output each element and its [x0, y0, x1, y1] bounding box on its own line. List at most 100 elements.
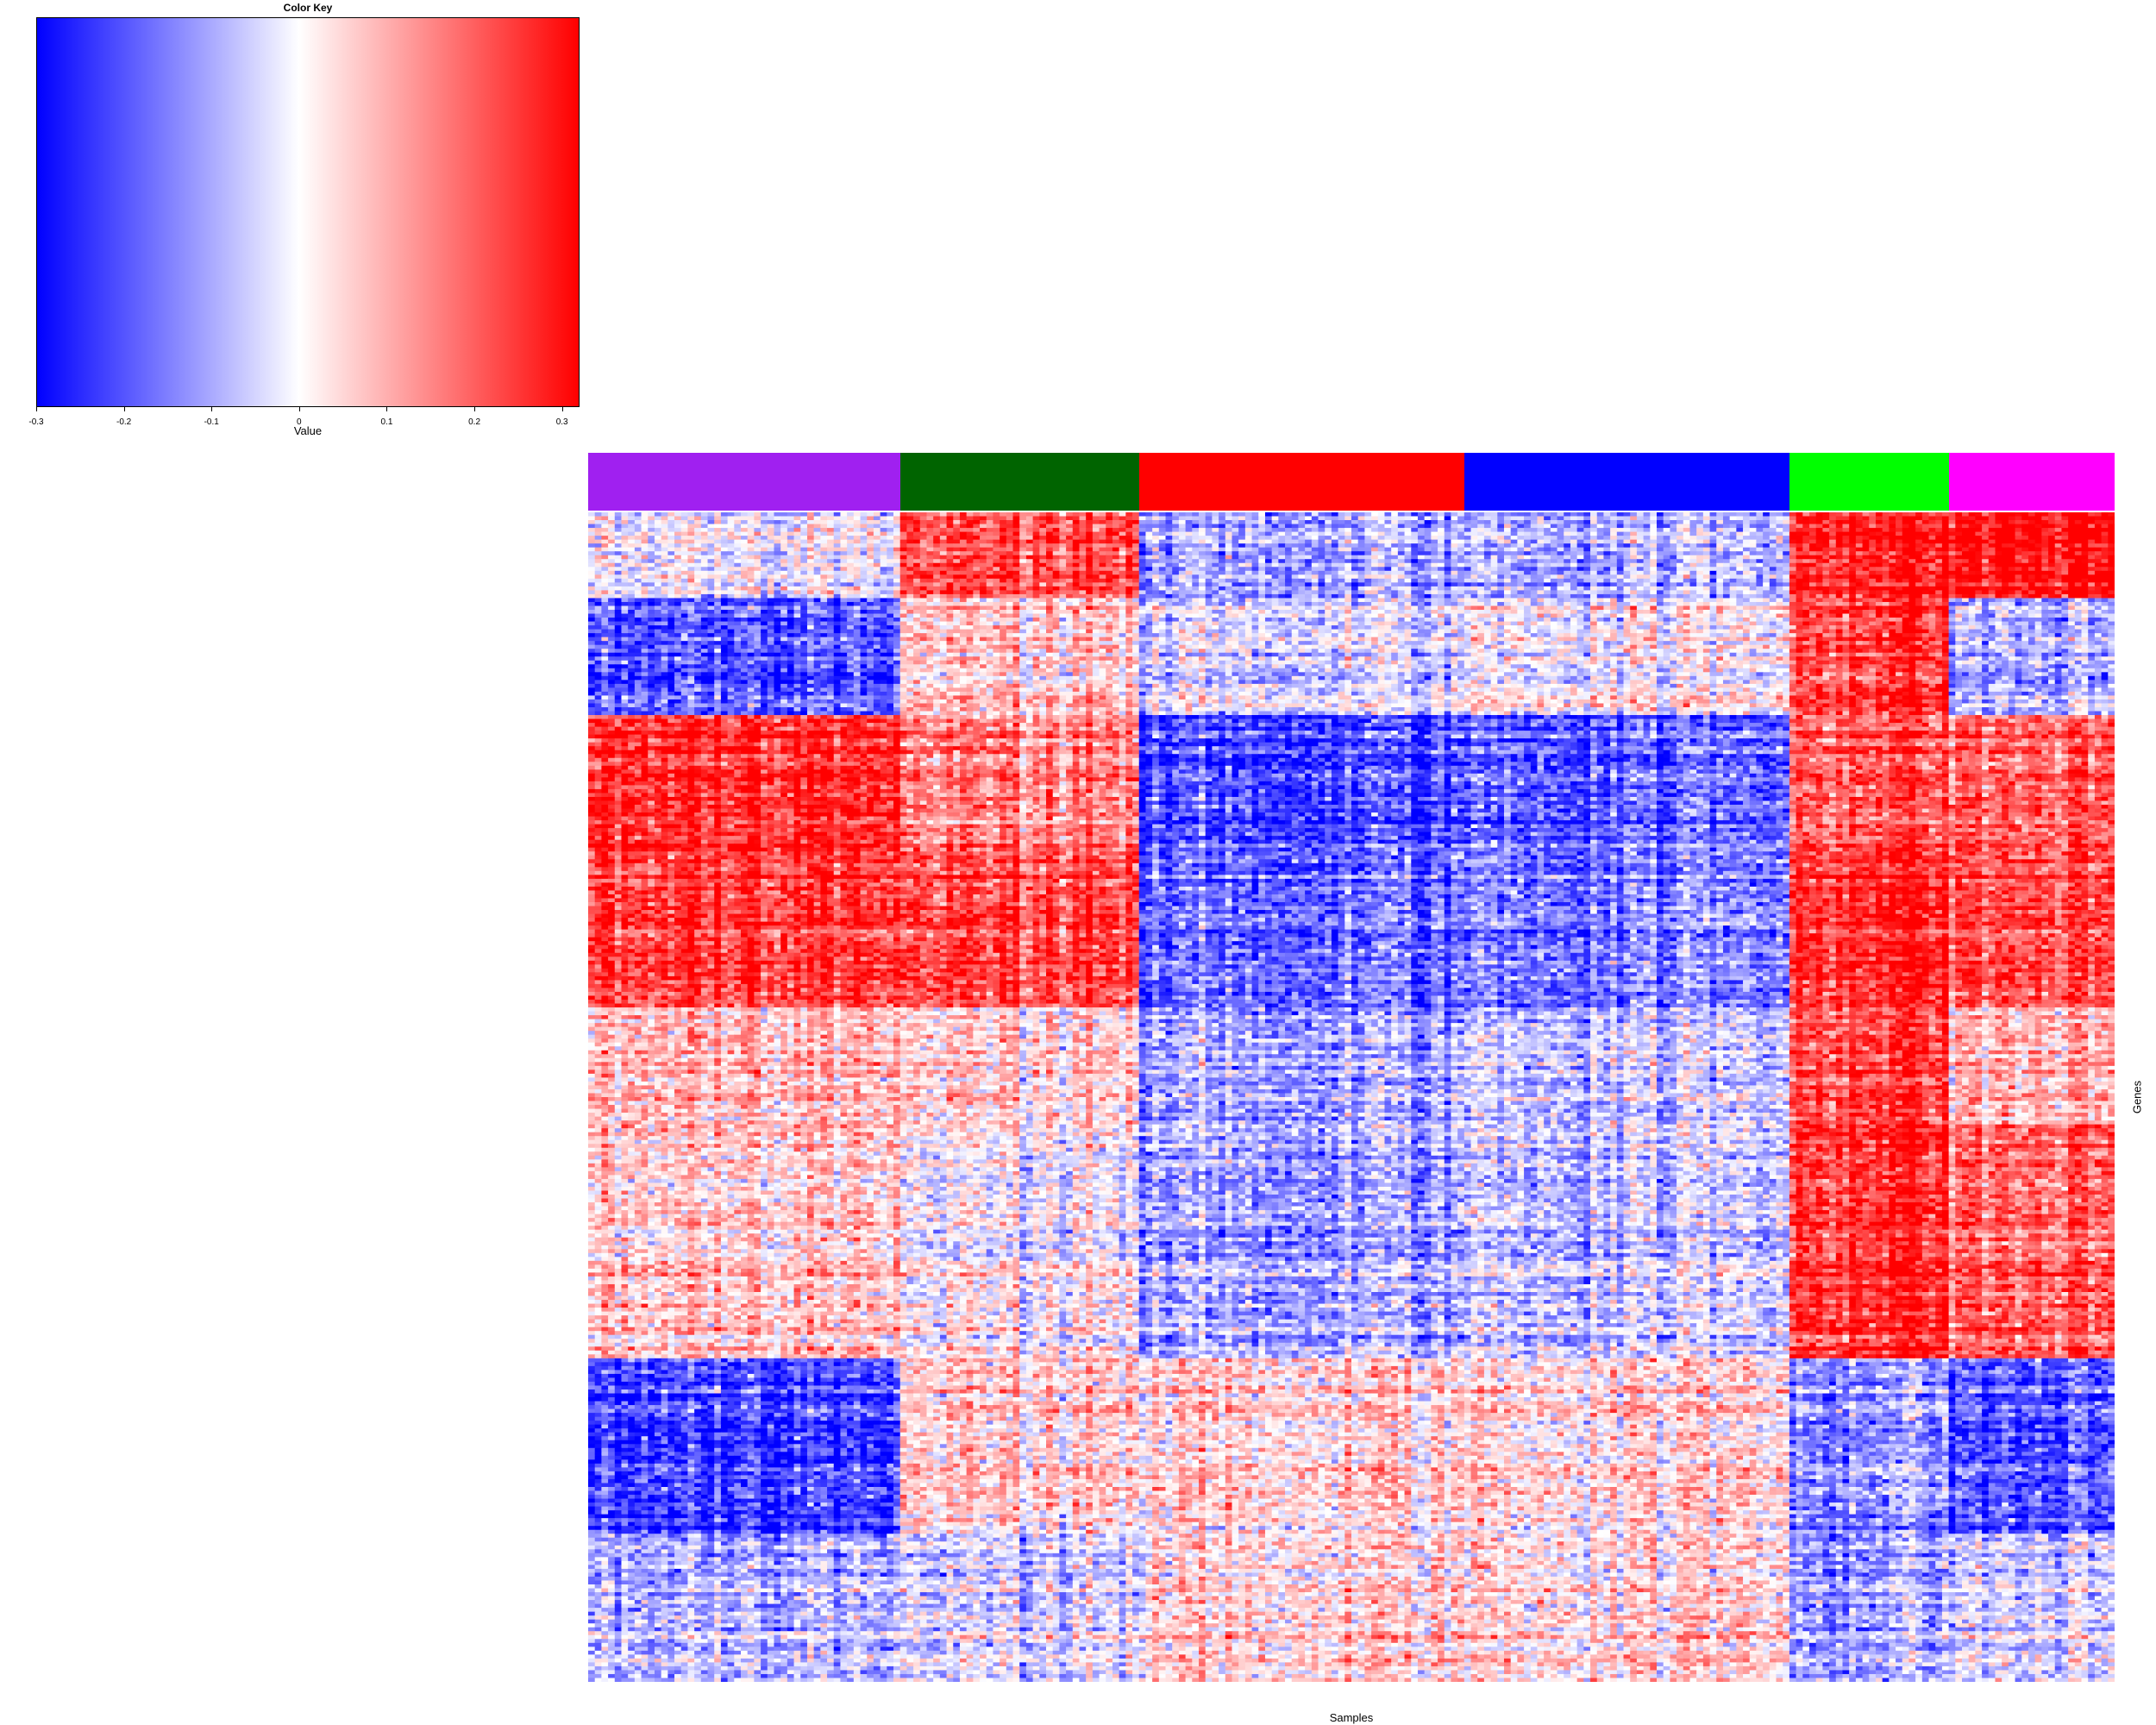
heatmap-cell — [947, 512, 954, 517]
heatmap-cell — [1883, 512, 1890, 517]
heatmap-cell — [1696, 512, 1703, 517]
heatmap-cell — [694, 512, 701, 517]
heatmap-cell — [1783, 517, 1789, 521]
heatmap-cell — [2048, 512, 2055, 517]
heatmap-cell — [800, 517, 807, 521]
heatmap-cell — [2028, 517, 2035, 521]
heatmap-cell — [2041, 517, 2048, 521]
heatmap-cell — [628, 520, 635, 524]
heatmap-cell — [900, 517, 907, 521]
heatmap-cell — [1033, 520, 1040, 524]
heatmap-cell — [2002, 517, 2009, 521]
heatmap-cell — [1982, 517, 1989, 521]
heatmap-cell — [933, 517, 940, 521]
heatmap-cell — [774, 520, 780, 524]
heatmap-cell — [2035, 512, 2042, 517]
heatmap-cell — [814, 512, 821, 517]
heatmap-cell — [854, 517, 861, 521]
heatmap-cell — [1777, 517, 1783, 521]
heatmap-cell — [728, 512, 735, 517]
heatmap-cell — [1285, 520, 1292, 524]
color-key-title: Color Key — [36, 2, 580, 14]
color-key-tick — [474, 407, 475, 411]
heatmap-cell — [774, 517, 780, 521]
heatmap-cell — [674, 517, 681, 521]
heatmap-cell — [1730, 517, 1737, 521]
heatmap-cell — [1603, 512, 1610, 517]
heatmap-cell — [1637, 512, 1644, 517]
heatmap-cell — [1418, 512, 1425, 517]
heatmap-cell — [1471, 517, 1478, 521]
heatmap-cell — [1391, 517, 1398, 521]
heatmap-cell — [1583, 517, 1590, 521]
heatmap-cell — [1915, 512, 1922, 517]
heatmap-cell — [1630, 512, 1637, 517]
heatmap-cell — [2095, 517, 2102, 521]
heatmap-cell — [674, 520, 681, 524]
heatmap-cell — [1896, 512, 1902, 517]
heatmap-cell — [1145, 520, 1152, 524]
heatmap-cell — [893, 517, 900, 521]
heatmap-cell — [728, 517, 735, 521]
heatmap-cell — [714, 520, 721, 524]
heatmap-cell — [1186, 512, 1193, 517]
heatmap-cell — [1106, 520, 1112, 524]
heatmap-cell — [1411, 512, 1418, 517]
heatmap-cell — [1186, 517, 1193, 521]
heatmap-cell — [1590, 512, 1597, 517]
heatmap-cell — [913, 520, 920, 524]
heatmap-cell — [1258, 517, 1265, 521]
heatmap-cell — [1610, 517, 1617, 521]
heatmap-cell — [1876, 512, 1883, 517]
heatmap-cell — [1378, 517, 1385, 521]
heatmap-cell — [1557, 517, 1564, 521]
heatmap-cell — [1477, 517, 1484, 521]
heatmap-cell — [1272, 517, 1279, 521]
heatmap-cell — [1624, 512, 1631, 517]
heatmap-cell — [1292, 520, 1299, 524]
heatmap-cell — [1245, 517, 1252, 521]
heatmap-cell — [1325, 520, 1332, 524]
heatmap-cell — [1577, 512, 1584, 517]
heatmap-cell — [1358, 517, 1365, 521]
heatmap-cell — [2075, 517, 2082, 521]
heatmap-cell — [993, 512, 1000, 517]
heatmap-cell — [1756, 517, 1763, 521]
heatmap-cell — [1770, 517, 1777, 521]
heatmap-cell — [1245, 512, 1252, 517]
heatmap-cell — [1750, 517, 1757, 521]
heatmap-cell — [1319, 520, 1326, 524]
heatmap-cell — [1736, 517, 1743, 521]
heatmap-cell — [1066, 512, 1073, 517]
heatmap-cell — [1039, 520, 1046, 524]
heatmap-cell — [1438, 512, 1445, 517]
heatmap-cell — [1856, 517, 1863, 521]
heatmap-cell — [887, 520, 893, 524]
heatmap-cell — [1046, 520, 1053, 524]
heatmap-cell — [588, 512, 595, 517]
heatmap-cell — [1756, 512, 1763, 517]
heatmap-cell — [1537, 512, 1544, 517]
heatmap-cell — [1902, 517, 1909, 521]
heatmap-cell — [608, 517, 615, 521]
heatmap-cell — [893, 512, 900, 517]
heatmap-cell — [1125, 517, 1132, 521]
color-key-tick — [562, 407, 563, 411]
heatmap-cell — [708, 520, 715, 524]
heatmap-cell — [621, 517, 628, 521]
heatmap-cell — [1531, 517, 1538, 521]
heatmap-cell — [1206, 520, 1213, 524]
heatmap-cell — [1657, 517, 1664, 521]
heatmap-cell — [1245, 520, 1252, 524]
heatmap-cell — [867, 512, 874, 517]
heatmap-cell — [1238, 517, 1245, 521]
heatmap-cell — [1763, 517, 1770, 521]
heatmap-cell — [1238, 512, 1245, 517]
heatmap-cell — [973, 512, 980, 517]
heatmap-cell — [1922, 517, 1929, 521]
heatmap-cell — [1292, 512, 1299, 517]
heatmap-cell — [1033, 517, 1040, 521]
heatmap-cell — [973, 520, 980, 524]
heatmap-cell — [1896, 517, 1902, 521]
heatmap-cell — [1418, 517, 1425, 521]
